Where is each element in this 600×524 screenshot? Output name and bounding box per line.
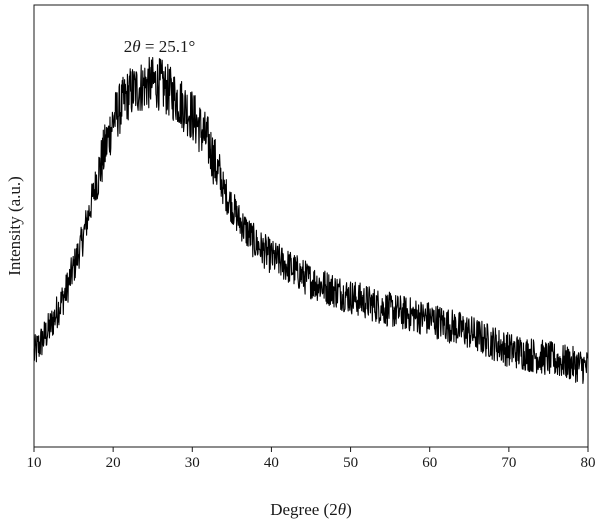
x-tick-label-30: 30 xyxy=(185,455,200,471)
x-tick-label-50: 50 xyxy=(343,455,358,471)
series-line xyxy=(33,56,589,384)
x-tick-label-80: 80 xyxy=(581,455,596,471)
x-axis-ticks xyxy=(33,447,589,452)
x-tick-label-10: 10 xyxy=(27,455,42,471)
y-axis-title: Intensity (a.u.) xyxy=(5,176,24,276)
x-tick-label-20: 20 xyxy=(106,455,121,471)
x-tick-label-60: 60 xyxy=(422,455,437,471)
x-axis-tick-labels: 10 20 30 40 50 60 70 80 xyxy=(27,455,596,471)
x-tick-label-40: 40 xyxy=(264,455,279,471)
x-tick-label-70: 70 xyxy=(501,455,516,471)
x-axis-title: Degree (2θ) xyxy=(270,500,352,519)
plot-frame xyxy=(33,4,589,448)
peak-annotation: 2θ = 25.1° xyxy=(124,37,196,56)
